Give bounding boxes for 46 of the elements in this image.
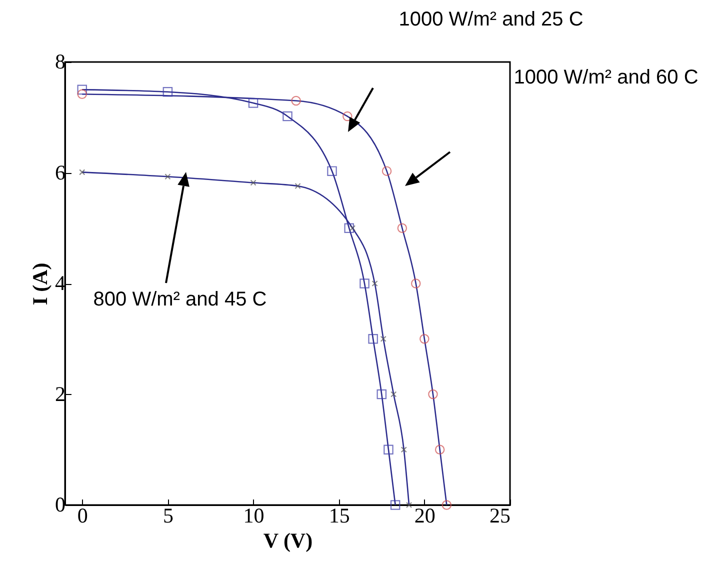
point — [79, 169, 86, 176]
point — [428, 389, 438, 400]
point — [360, 278, 370, 288]
x-tick-label: 15 — [328, 504, 350, 528]
y-tick-label: 2 — [55, 382, 66, 406]
point — [282, 111, 292, 122]
x-tick-label: 5 — [162, 504, 174, 528]
point — [294, 182, 301, 190]
point — [368, 334, 378, 344]
y-tick-label: 6 — [55, 160, 66, 184]
x-tick-label: 25 — [490, 504, 510, 528]
point — [442, 500, 452, 510]
point — [162, 87, 173, 97]
point — [77, 84, 87, 95]
text: 1000 W/m² and 25 C — [398, 8, 584, 30]
point — [164, 174, 171, 180]
point — [380, 336, 386, 342]
point — [410, 278, 421, 288]
x-tick-label: 10 — [243, 504, 264, 528]
point — [384, 444, 394, 455]
point — [372, 280, 378, 287]
point — [420, 334, 430, 344]
y-axis-title: I (A) — [28, 262, 52, 306]
text: 1000 W/m² and 60 C — [514, 66, 698, 88]
point — [250, 180, 256, 186]
annotation: 800 W/m² and 45 C — [93, 288, 267, 310]
y-tick-label: 8 — [55, 50, 66, 74]
point — [344, 223, 354, 234]
point — [327, 166, 337, 176]
point — [406, 502, 412, 508]
point — [382, 166, 392, 176]
point — [291, 96, 301, 106]
point — [376, 389, 387, 400]
point — [400, 446, 407, 453]
point — [397, 223, 408, 233]
x-tick-label: 20 — [414, 504, 436, 528]
point — [248, 98, 258, 108]
point — [349, 225, 356, 232]
point — [77, 89, 87, 99]
point — [390, 500, 400, 510]
x-axis-title: V (V) — [263, 528, 313, 552]
point — [434, 444, 445, 454]
x-tick-label: 0 — [77, 504, 88, 528]
point — [342, 111, 352, 122]
y-tick-label: 4 — [55, 271, 66, 295]
point — [390, 391, 397, 398]
